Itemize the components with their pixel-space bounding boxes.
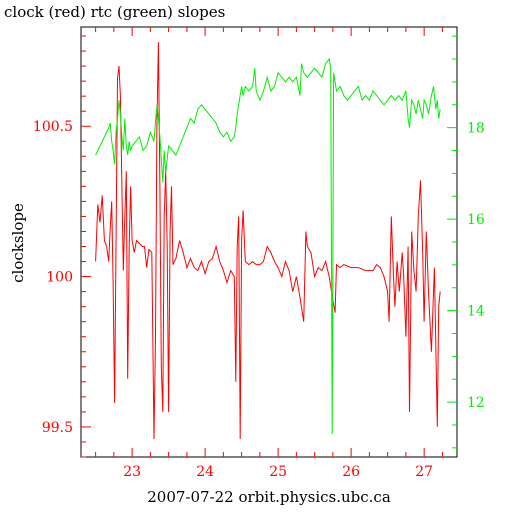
x-axis-label: 2007-07-22 orbit.physics.ubc.ca [147, 488, 391, 506]
y-tick-label: 99.5 [42, 420, 73, 436]
x-tick-label: 27 [415, 464, 433, 480]
x-tick-label: 26 [342, 464, 360, 480]
y2-tick-label: 16 [467, 212, 485, 228]
y-tick-label: 100 [46, 270, 73, 286]
x-tick-label: 23 [123, 464, 141, 480]
y-axis-label: clockslope [9, 203, 27, 283]
rtc-series-line [95, 57, 441, 435]
y-tick-label: 100.5 [33, 119, 73, 135]
y2-tick-label: 14 [467, 304, 485, 320]
y2-tick-label: 18 [467, 121, 485, 137]
chart-title: clock (red) rtc (green) slopes [4, 3, 225, 21]
x-tick-label: 24 [196, 464, 214, 480]
clock-series-line [95, 41, 441, 440]
chart-marks: 23 24 25 26 27 99.5 100 100.5 12 14 16 18 [33, 27, 485, 480]
x-tick-label: 25 [269, 464, 287, 480]
y2-tick-label: 12 [467, 395, 485, 411]
